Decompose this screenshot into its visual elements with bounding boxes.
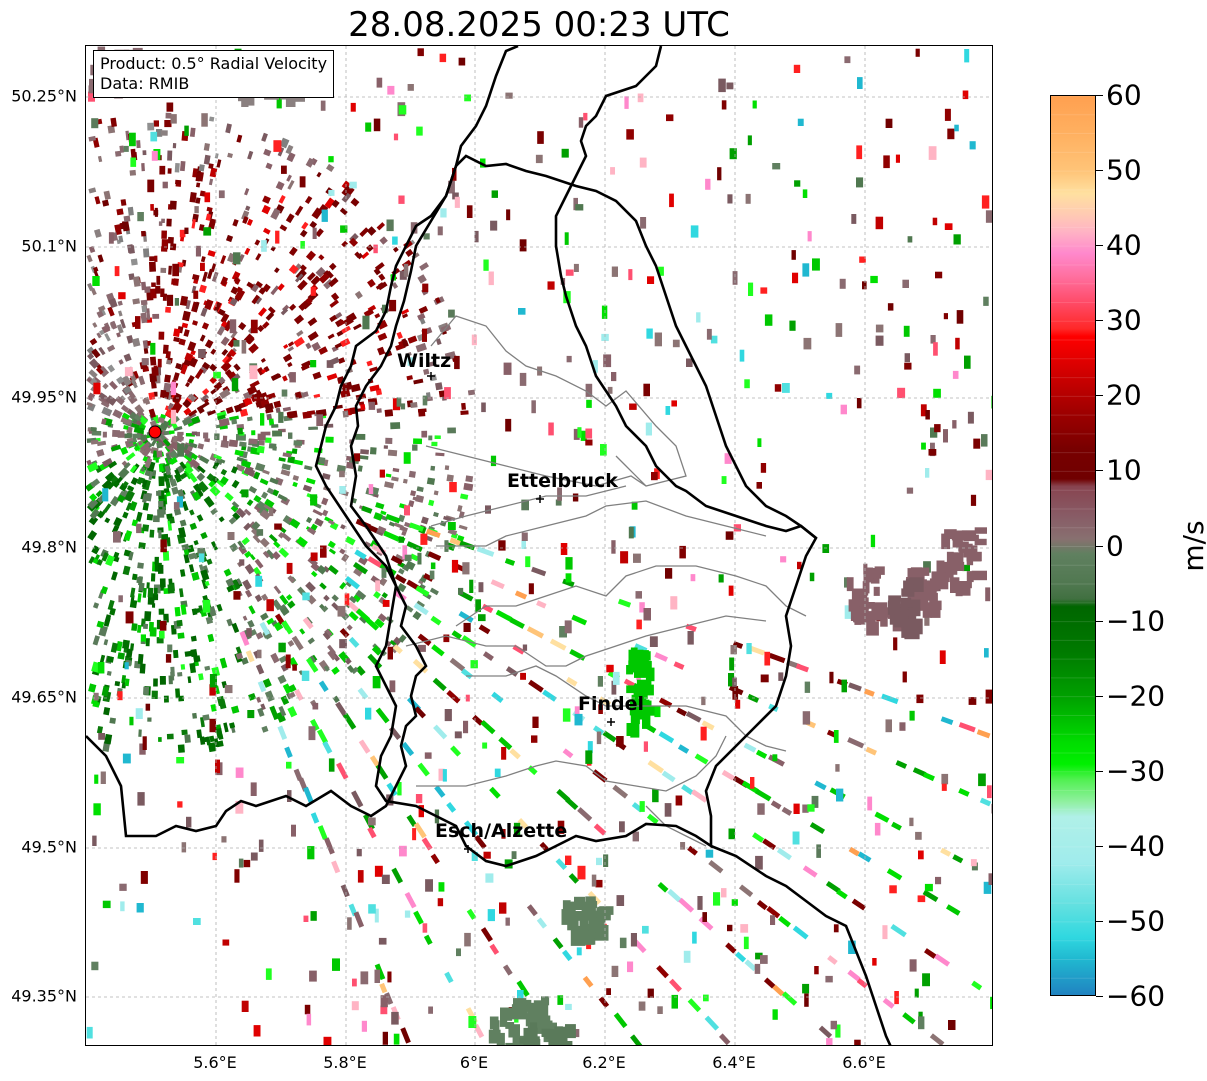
colorbar-tick (1096, 920, 1103, 922)
radar-map-canvas (86, 46, 992, 1045)
colorbar-tick-label: 10 (1106, 453, 1142, 487)
luxembourg-border (349, 154, 818, 868)
colorbar-tick (1096, 845, 1103, 847)
colorbar-tick-label: −50 (1106, 904, 1166, 938)
colorbar-tick (1096, 770, 1103, 772)
colorbar-tick (1096, 95, 1103, 96)
product-label: Product: 0.5° Radial Velocity (100, 54, 328, 73)
lat-tick-label: 49.65°N (11, 687, 77, 707)
south-border (710, 844, 892, 1045)
canton-borders (405, 315, 807, 847)
colorbar-tick-label: −40 (1106, 829, 1166, 863)
country-border (86, 46, 519, 838)
city-label-findel: Findel (578, 693, 645, 715)
map-title: 28.08.2025 00:23 UTC (348, 5, 730, 45)
colorbar-tick-label: 50 (1106, 153, 1142, 187)
colorbar-tick (1096, 620, 1103, 622)
city-label-ettelbruck: Ettelbruck (507, 470, 618, 492)
colorbar-tick-label: 20 (1106, 378, 1142, 412)
lat-tick-label: 49.35°N (11, 986, 77, 1006)
lat-tick-label: 49.8°N (21, 537, 77, 557)
lon-tick-label: 6.4°E (712, 1053, 756, 1072)
lon-tick-label: 6.6°E (842, 1053, 886, 1072)
radar-site-marker (148, 425, 162, 439)
colorbar-tick (1096, 545, 1103, 547)
city-label-wiltz: Wiltz (397, 350, 452, 372)
colorbar-tick (1096, 395, 1103, 397)
east-border (554, 46, 817, 540)
colorbar-tick-label: −20 (1106, 679, 1166, 713)
colorbar-tick-label: 40 (1106, 228, 1142, 262)
colorbar-tick-label: −10 (1106, 604, 1166, 638)
colorbar-tick-label: −60 (1106, 979, 1166, 1013)
radar-map-panel[interactable] (85, 45, 993, 1046)
colorbar-unit-label: m/s (1177, 520, 1207, 572)
colorbar-tick (1096, 470, 1103, 472)
colorbar-tick-label: 30 (1106, 303, 1142, 337)
lat-tick-label: 49.5°N (21, 837, 77, 857)
product-info-box: Product: 0.5° Radial Velocity Data: RMIB (93, 50, 335, 98)
gridlines (86, 46, 992, 1045)
colorbar-tick-label: 0 (1106, 529, 1124, 562)
lon-tick-label: 6°E (459, 1053, 489, 1072)
velocity-colorbar (1050, 95, 1096, 996)
colorbar-tick-label: −30 (1106, 754, 1166, 788)
city-markers (427, 372, 615, 853)
colorbar-tick (1096, 245, 1103, 247)
colorbar-tick (1096, 695, 1103, 697)
lon-tick-label: 5.6°E (193, 1053, 237, 1072)
colorbar-tick (1096, 170, 1103, 172)
colorbar-tick (1096, 320, 1103, 322)
city-label-esch-alzette: Esch/Alzette (435, 820, 568, 842)
borders (86, 46, 892, 1045)
lat-tick-label: 49.95°N (11, 387, 77, 407)
radar-echoes (86, 46, 992, 1045)
data-source-label: Data: RMIB (100, 74, 190, 93)
colorbar-tick (1096, 996, 1103, 997)
lon-tick-label: 5.8°E (323, 1053, 367, 1072)
lon-tick-label: 6.2°E (582, 1053, 626, 1072)
colorbar-tick-label: 60 (1106, 78, 1142, 112)
lat-tick-label: 50.1°N (21, 236, 77, 256)
lat-tick-label: 50.25°N (11, 86, 77, 106)
